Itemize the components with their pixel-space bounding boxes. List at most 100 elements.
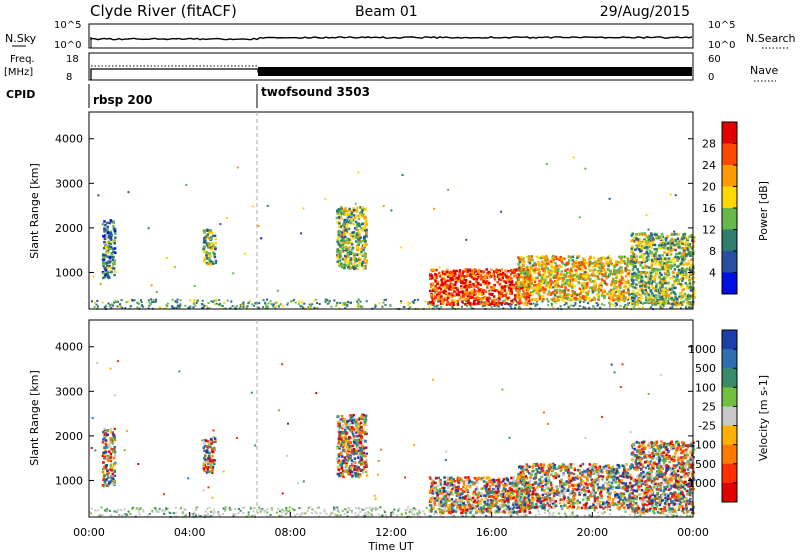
scatter-cell [207, 457, 210, 460]
scatter-cell [552, 266, 555, 269]
scatter-cell [598, 278, 601, 281]
scatter-cell [645, 266, 648, 269]
scatter-cell [640, 280, 643, 283]
scatter-cell [459, 291, 462, 294]
scatter-cell [686, 287, 689, 290]
scatter-cell [583, 276, 586, 279]
scatter-cell [486, 286, 489, 289]
scatter-cell [658, 254, 661, 257]
scatter-cell [667, 514, 669, 516]
scatter-cell [103, 241, 106, 244]
scatter-cell [373, 508, 375, 510]
scatter-cell [97, 194, 99, 196]
scatter-cell [673, 261, 676, 264]
scatter-cell [640, 297, 643, 300]
scatter-cell [672, 271, 675, 274]
scatter-cell [589, 514, 591, 516]
scatter-cell [608, 297, 611, 300]
scatter-cell [446, 280, 449, 283]
scatter-cell [525, 278, 528, 281]
scatter-cell [210, 238, 213, 241]
scatter-cell [461, 277, 464, 280]
scatter-cell [91, 300, 93, 302]
scatter-cell [262, 306, 264, 308]
scatter-cell [272, 305, 274, 307]
scatter-cell [514, 272, 517, 275]
scatter-cell [548, 290, 551, 293]
scatter-cell [299, 300, 301, 302]
scatter-cell [337, 421, 340, 424]
scatter-cell [371, 515, 373, 517]
scatter-cell [358, 234, 361, 237]
scatter-cell [648, 274, 651, 277]
scatter-cell [533, 303, 535, 305]
scatter-cell [638, 242, 641, 245]
scatter-cell [268, 302, 270, 304]
scatter-cell [248, 511, 250, 513]
scatter-cell [374, 306, 376, 308]
scatter-cell [625, 292, 628, 295]
scatter-cell [635, 241, 638, 244]
scatter-cell [529, 303, 532, 306]
scatter-cell [352, 453, 355, 456]
scatter-cell [603, 265, 606, 268]
scatter-cell [609, 513, 611, 515]
scatter-cell [566, 294, 569, 297]
scatter-cell [447, 189, 449, 191]
scatter-cell [638, 261, 641, 264]
scatter-cell [664, 282, 667, 285]
scatter-cell [555, 281, 558, 284]
scatter-cell [615, 305, 617, 307]
scatter-cell [536, 292, 539, 295]
scatter-cell [215, 242, 218, 245]
scatter-cell [99, 515, 101, 517]
scatter-cell [443, 278, 446, 281]
scatter-cell [460, 287, 463, 290]
scatter-cell [533, 290, 536, 293]
scatter-cell [205, 236, 208, 239]
scatter-cell [473, 300, 476, 303]
scatter-cell [103, 227, 106, 230]
scatter-cell [103, 256, 106, 259]
scatter-cell [681, 271, 684, 274]
scatter-cell [659, 236, 662, 239]
scatter-cell [208, 443, 211, 446]
scatter-cell [443, 292, 446, 295]
scatter-cell [675, 277, 678, 280]
scatter-cell [204, 455, 207, 458]
scatter-cell [107, 459, 110, 462]
scatter-cell [430, 286, 433, 289]
scatter-cell [688, 261, 691, 264]
scatter-cell [417, 299, 419, 301]
scatter-cell [597, 298, 600, 301]
scatter-cell [678, 271, 681, 274]
scatter-cell [457, 280, 460, 283]
scatter-cell [443, 282, 446, 285]
scatter-cell [680, 302, 683, 305]
scatter-cell [678, 246, 681, 249]
scatter-cell [469, 281, 472, 284]
scatter-cell [378, 513, 380, 515]
colorbar-tick-label: 8 [709, 245, 716, 258]
scatter-cell [324, 198, 326, 200]
scatter-cell [547, 304, 549, 306]
scatter-cell [541, 301, 543, 303]
scatter-cell [684, 263, 687, 266]
scatter-cell [302, 207, 304, 209]
scatter-cell [500, 289, 503, 292]
scatter-cell [344, 508, 346, 510]
scatter-cell [114, 236, 117, 239]
scatter-cell [110, 464, 113, 467]
scatter-cell [307, 510, 309, 512]
scatter-cell [365, 446, 368, 449]
scatter-cell [564, 283, 567, 286]
scatter-cell [662, 242, 665, 245]
scatter-cell [615, 277, 618, 280]
scatter-cell [520, 256, 523, 259]
scatter-cell [209, 232, 212, 235]
scatter-cell [464, 476, 467, 479]
scatter-cell [518, 267, 521, 270]
scatter-cell [603, 280, 606, 283]
scatter-cell [276, 512, 278, 514]
scatter-cell [209, 460, 212, 463]
